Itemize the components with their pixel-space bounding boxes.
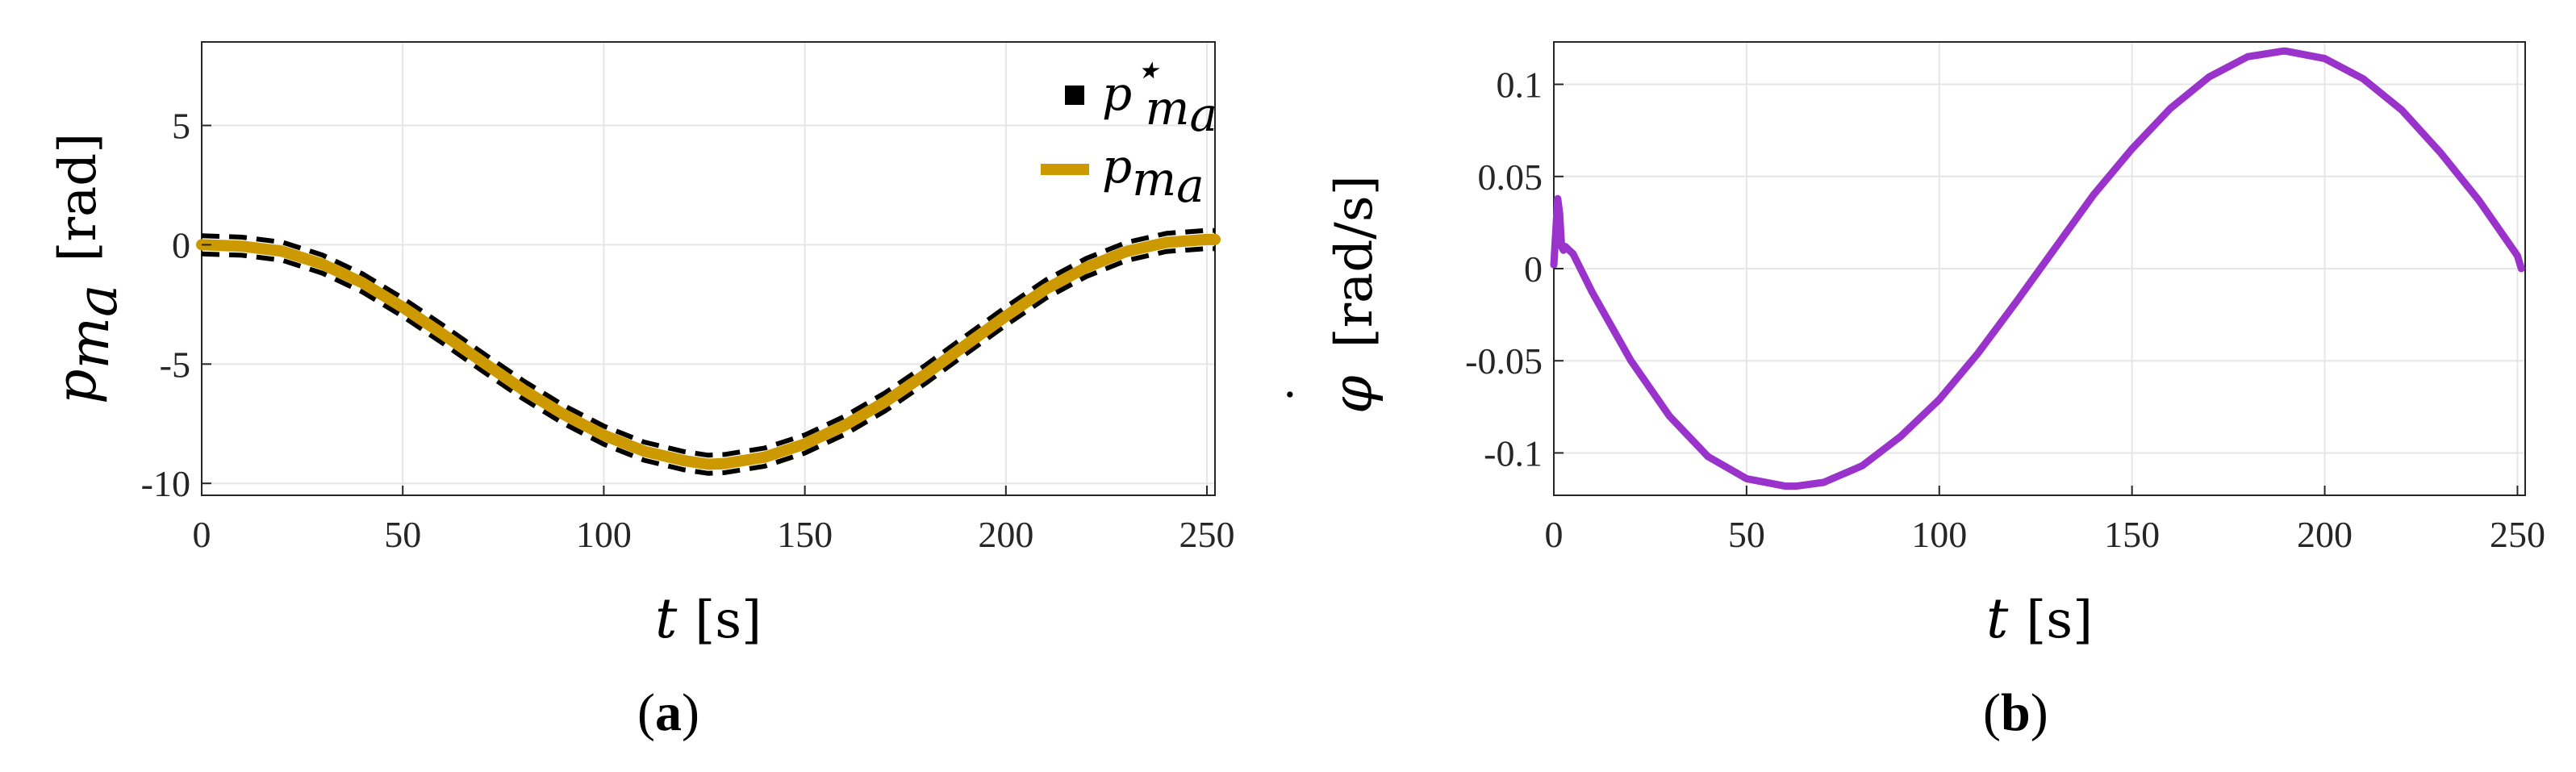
svg-text:pma[rad]: pma [rad]: [45, 133, 130, 404]
panel-a-ylabel-subsub: a: [66, 284, 130, 317]
panel-b-ylabel-unit: [rad/s]: [1325, 175, 1384, 348]
panel-b-caption: (b): [1983, 683, 2048, 742]
panel-a-y-tick-label: 5: [172, 106, 190, 147]
panel-b-grid: [1553, 42, 2525, 495]
panel-b-ylabel: φ [rad/s] ˙: [1280, 175, 1385, 414]
legend-label-measured: pma: [1102, 139, 1204, 213]
panel-b-caption-letter: b: [2001, 683, 2031, 742]
panel-b-xlabel: t [s]: [1986, 587, 2093, 651]
panel-a-x-tick-label: 100: [576, 514, 632, 555]
panel-b-y-tick-label: 0.1: [1497, 65, 1543, 106]
legend-meas-subsub: a: [1176, 158, 1204, 213]
panel-b-xlabel-var: t: [1986, 587, 2009, 651]
panel-a-y-tick-label: 0: [172, 224, 190, 265]
legend-ref-sup: ⋆: [1132, 42, 1161, 97]
legend-marker-reference: [1065, 86, 1084, 105]
panel-b-x-tick-label: 150: [2104, 514, 2160, 555]
panel-a-caption: (a): [637, 683, 699, 742]
panel-a-y-tick-label: -5: [160, 344, 190, 385]
panel-a-xlabel: t [s]: [655, 587, 762, 651]
panel-a-x-tick-label: 50: [384, 514, 421, 555]
panel-b-x-tick-label: 200: [2297, 514, 2353, 555]
panel-b-x-tick-label: 100: [1911, 514, 1967, 555]
panel-a-legend: p⋆ ma pma: [1041, 42, 1217, 213]
panel-b-x-ticks: 0 50 100 150 200 250: [1545, 486, 2545, 555]
panel-b-ylabel-dot: ˙: [1280, 382, 1339, 407]
panel-b-x-tick-label: 250: [2490, 514, 2545, 555]
legend-ref-subsub: a: [1189, 87, 1217, 142]
panel-a-caption-letter: a: [655, 683, 682, 742]
panel-b-xlabel-unit: [s]: [2026, 590, 2093, 650]
legend-ref-var: p: [1102, 66, 1132, 121]
panel-b-ylabel-var: φ: [1321, 375, 1385, 414]
panel-b: 0 50 100 150 200 250 0.1 0.05 0 -0.05 -0.1 φ [rad/…: [1280, 41, 2545, 742]
panel-a-xlabel-var: t: [655, 587, 678, 651]
panel-b-y-tick-label: 0.05: [1478, 156, 1543, 198]
panel-a-x-tick-label: 200: [978, 514, 1033, 555]
panel-a-ylabel: pma [rad]: [45, 133, 130, 404]
panel-a-y-ticks: -10 -5 0 5: [141, 106, 211, 504]
panel-a: 0 50 100 150 200 250 -10-505 pma[rad] t [s] (a…: [45, 41, 1235, 742]
svg-text:φ[rad/s]: φ [rad/s]: [1321, 175, 1385, 414]
legend-meas-sub: m: [1132, 152, 1176, 207]
panel-b-x-tick-label: 0: [1545, 514, 1564, 555]
panel-a-series-lower_dashed: [201, 246, 1215, 476]
panel-b-y-ticks: 0.1 0.05 0 -0.05 -0.1: [1465, 65, 1564, 474]
panel-a-ylabel-var: p: [45, 369, 109, 404]
panel-a-ylabel-unit: [rad]: [48, 133, 108, 262]
panel-b-y-tick-label: 0: [1524, 248, 1543, 290]
panel-b-y-tick-label: -0.1: [1484, 432, 1543, 474]
panel-a-xlabel-unit: [s]: [695, 590, 762, 650]
panel-a-ylabel-sub: m: [58, 317, 122, 369]
panel-a-series: [196, 227, 1221, 476]
panel-a-x-tick-label: 150: [777, 514, 833, 555]
panel-b-series: [1550, 47, 2525, 490]
legend-label-reference: p⋆ ma: [1102, 42, 1217, 142]
panel-b-series-phi_dot: [1550, 47, 2525, 490]
panel-a-x-tick-label: 250: [1179, 514, 1235, 555]
panel-a-series-p_ma: [196, 233, 1221, 470]
panel-a-y-tick-label: -10: [141, 463, 190, 504]
panel-a-x-ticks: 0 50 100 150 200 250: [193, 486, 1235, 555]
panel-a-grid: [201, 42, 1215, 495]
panel-a-x-tick-label: 0: [193, 514, 211, 555]
panel-a-series-upper_dashed: [201, 227, 1215, 458]
panel-a-axes-frame: [201, 41, 1216, 496]
panel-b-y-tick-label: -0.05: [1465, 340, 1543, 382]
legend-meas-var: p: [1102, 139, 1132, 194]
panel-b-x-tick-label: 50: [1728, 514, 1765, 555]
legend-ref-sub: m: [1145, 81, 1189, 136]
